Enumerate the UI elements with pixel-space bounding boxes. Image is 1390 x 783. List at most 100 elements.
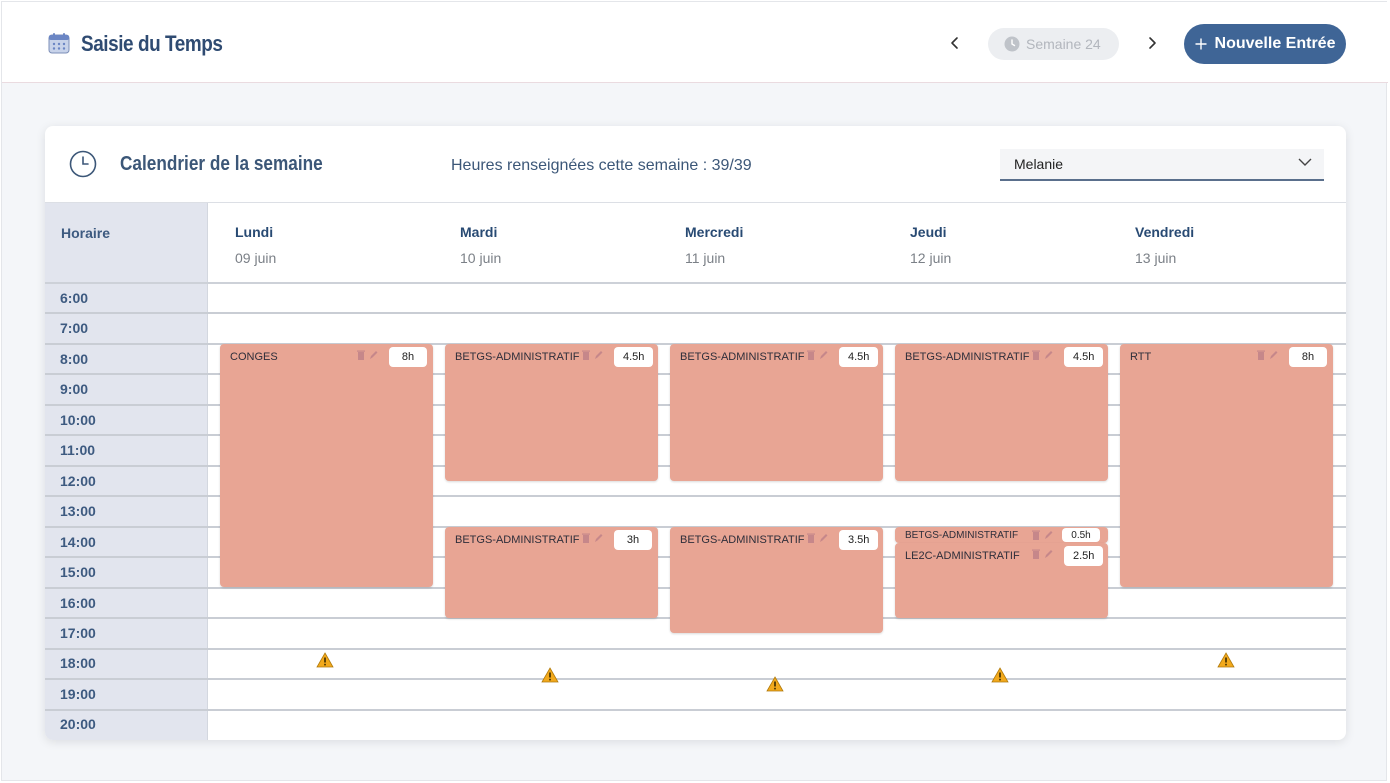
- duration-badge: 8h: [1289, 347, 1327, 367]
- delete-icon[interactable]: [1032, 530, 1040, 540]
- day-name-wednesday: Mercredi: [685, 224, 744, 240]
- time-entry[interactable]: BETGS-ADMINISTRATIF 3.5h: [670, 527, 883, 633]
- entry-actions: [1032, 549, 1053, 559]
- clock-icon: [69, 150, 97, 178]
- time-label: 7:00: [60, 320, 89, 336]
- entry-actions: [1257, 350, 1278, 360]
- page-title: Saisie du Temps: [81, 31, 223, 56]
- header-divider: [45, 282, 1346, 284]
- delete-icon[interactable]: [807, 350, 815, 360]
- time-entry[interactable]: RTT 8h: [1120, 344, 1333, 587]
- day-date-tuesday: 10 juin: [460, 250, 502, 266]
- week-label: Semaine 24: [1026, 36, 1101, 52]
- duration-badge: 4.5h: [839, 347, 879, 367]
- delete-icon[interactable]: [582, 533, 590, 543]
- duration-badge: 3.5h: [839, 530, 879, 550]
- entry-actions: [1032, 530, 1053, 540]
- time-entry-label: BETGS-ADMINISTRATIF: [455, 534, 580, 546]
- chevron-left-icon: [951, 37, 958, 49]
- time-entry-label: BETGS-ADMINISTRATIF: [680, 534, 805, 546]
- warning-icon: [766, 676, 784, 692]
- time-entry[interactable]: BETGS-ADMINISTRATIF 0.5h: [895, 527, 1108, 543]
- time-label: 14:00: [60, 534, 96, 550]
- delete-icon[interactable]: [1032, 549, 1040, 559]
- delete-icon[interactable]: [357, 350, 365, 360]
- time-entry[interactable]: CONGES 8h: [220, 344, 433, 587]
- warning-icon: [316, 652, 334, 668]
- day-name-tuesday: Mardi: [460, 224, 498, 240]
- delete-icon[interactable]: [1257, 350, 1265, 360]
- edit-icon[interactable]: [819, 533, 828, 543]
- next-week-button[interactable]: [1139, 30, 1165, 56]
- time-entry-label: BETGS-ADMINISTRATIF: [680, 351, 805, 363]
- warning-icon: [991, 667, 1009, 683]
- new-entry-label: Nouvelle Entrée: [1214, 35, 1336, 52]
- day-name-thursday: Jeudi: [910, 224, 947, 240]
- clock-icon: [1004, 36, 1020, 52]
- entry-actions: [357, 350, 378, 360]
- day-name-monday: Lundi: [235, 224, 274, 240]
- card-title: Calendrier de la semaine: [120, 153, 323, 175]
- duration-badge: 8h: [389, 347, 427, 367]
- time-entry-label: LE2C-ADMINISTRATIF: [905, 550, 1020, 562]
- day-date-thursday: 12 juin: [910, 250, 952, 266]
- edit-icon[interactable]: [1269, 350, 1278, 360]
- duration-badge: 4.5h: [614, 347, 654, 367]
- time-label: 20:00: [60, 716, 96, 732]
- chevron-down-icon: [1298, 158, 1312, 166]
- delete-icon[interactable]: [807, 533, 815, 543]
- time-entry-label: BETGS-ADMINISTRATIF: [455, 351, 580, 363]
- time-entry[interactable]: BETGS-ADMINISTRATIF 4.5h: [895, 344, 1108, 481]
- warning-icon: [541, 667, 559, 683]
- duration-badge: 3h: [614, 530, 652, 550]
- time-column-header: Horaire: [61, 225, 111, 241]
- delete-icon[interactable]: [1032, 350, 1040, 360]
- day-date-friday: 13 juin: [1135, 250, 1177, 266]
- time-entry[interactable]: BETGS-ADMINISTRATIF 4.5h: [445, 344, 658, 481]
- duration-badge: 0.5h: [1062, 528, 1100, 542]
- time-label: 6:00: [60, 290, 89, 306]
- edit-icon[interactable]: [819, 350, 828, 360]
- time-label: 16:00: [60, 595, 96, 611]
- day-date-monday: 09 juin: [235, 250, 277, 266]
- user-select[interactable]: Melanie: [1000, 149, 1324, 181]
- chevron-right-icon: [1149, 37, 1156, 49]
- time-entry-label: CONGES: [230, 351, 278, 363]
- edit-icon[interactable]: [369, 350, 378, 360]
- time-label: 12:00: [60, 473, 96, 489]
- time-label: 17:00: [60, 625, 96, 641]
- week-calendar-card: Calendrier de la semaine Heures renseign…: [45, 126, 1346, 740]
- time-entry[interactable]: BETGS-ADMINISTRATIF 3h: [445, 527, 658, 618]
- time-label: 9:00: [60, 381, 89, 397]
- plus-icon: [1195, 38, 1207, 50]
- top-header: Saisie du Temps Semaine 24 Nouvelle Entr…: [2, 2, 1388, 83]
- card-header: Calendrier de la semaine Heures renseign…: [45, 126, 1346, 203]
- time-entry-label: RTT: [1130, 351, 1152, 363]
- time-label: 13:00: [60, 503, 96, 519]
- warning-icon: [1217, 652, 1235, 668]
- edit-icon[interactable]: [594, 350, 603, 360]
- day-date-wednesday: 11 juin: [685, 250, 726, 266]
- time-column: Horaire: [45, 203, 208, 740]
- time-entry[interactable]: LE2C-ADMINISTRATIF 2.5h: [895, 543, 1108, 618]
- new-entry-button[interactable]: Nouvelle Entrée: [1184, 24, 1346, 64]
- edit-icon[interactable]: [1044, 530, 1053, 540]
- edit-icon[interactable]: [594, 533, 603, 543]
- hour-divider: [45, 648, 1346, 650]
- previous-week-button[interactable]: [942, 30, 968, 56]
- time-label: 19:00: [60, 686, 96, 702]
- hour-divider: [45, 312, 1346, 314]
- week-indicator: Semaine 24: [988, 28, 1119, 60]
- time-label: 11:00: [60, 442, 96, 458]
- time-label: 10:00: [60, 412, 96, 428]
- edit-icon[interactable]: [1044, 549, 1053, 559]
- time-entry[interactable]: BETGS-ADMINISTRATIF 4.5h: [670, 344, 883, 481]
- time-label: 18:00: [60, 655, 96, 671]
- edit-icon[interactable]: [1044, 350, 1053, 360]
- entry-actions: [582, 350, 603, 360]
- time-label: 15:00: [60, 564, 96, 580]
- delete-icon[interactable]: [582, 350, 590, 360]
- duration-badge: 2.5h: [1064, 546, 1104, 566]
- entry-actions: [582, 533, 603, 543]
